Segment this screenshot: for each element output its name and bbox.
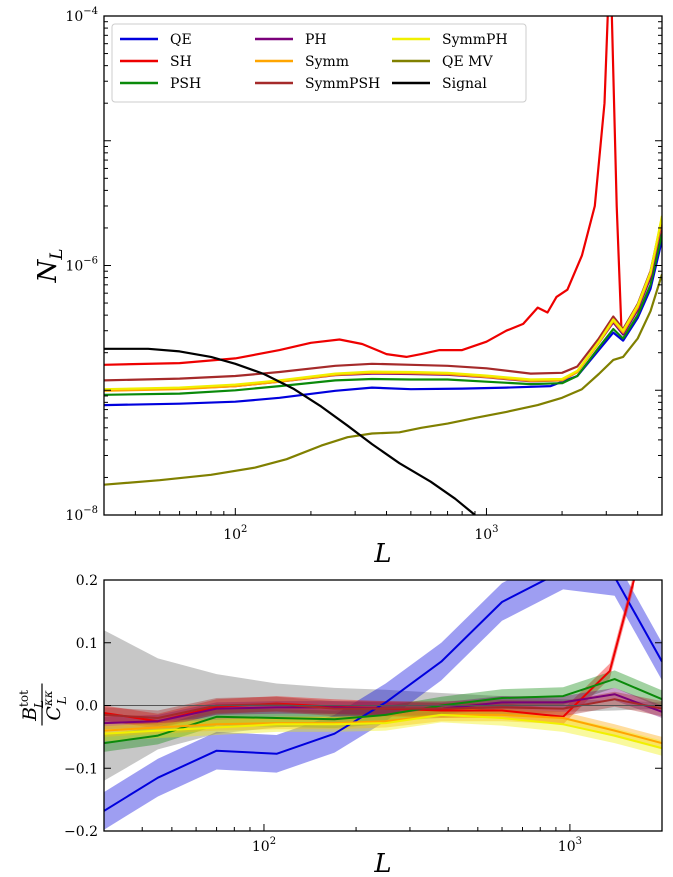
series-line-qe-mv — [104, 273, 662, 486]
legend-label-ph: PH — [305, 32, 327, 48]
bottom-y-label-den-sup: κκ — [41, 690, 55, 707]
series-line-bottom-symm — [104, 713, 662, 745]
legend: QE SH PSH PH Symm SymmPSH SymmPH QE MV Signal — [111, 23, 527, 103]
top-y-axis-label: NL — [33, 248, 67, 283]
bottom-xtick-label-base: 10 — [558, 839, 576, 855]
top-ytick-label-exp: −8 — [83, 505, 98, 516]
top-ytick-label-base: 10 — [65, 508, 83, 524]
series-line-symmpsh — [104, 217, 662, 382]
bottom-y-label-denominator: CκκL — [41, 690, 69, 720]
bottom-xtick-label-base: 10 — [252, 839, 270, 855]
band-sh — [104, 580, 634, 729]
bottom-xtick-label: 103 — [558, 836, 582, 855]
top-ytick-label: 10−6 — [65, 256, 98, 275]
series-line-bottom-qe — [104, 580, 662, 812]
legend-label-psh: PSH — [170, 76, 201, 92]
legend-label-symmph: SymmPH — [442, 32, 508, 48]
noise-curves-chart: 102 10310−810−610−4LNLQESHPSHPHSymmSymmPS… — [33, 6, 663, 569]
series-line-signal — [104, 347, 476, 515]
band-psh — [104, 670, 662, 752]
bottom-y-label-num-sup: tot — [17, 690, 31, 707]
bottom-xtick-label-exp: 2 — [270, 836, 276, 847]
bottom-ytick-label: 0.1 — [76, 636, 98, 652]
top-xtick-label-base: 10 — [474, 527, 492, 543]
bottom-xtick-label-exp: 3 — [576, 836, 582, 847]
top-y-axis-label-sub: L — [47, 248, 67, 260]
series-line-bottom-symmph — [104, 713, 662, 750]
legend-label-signal: Signal — [442, 76, 487, 92]
top-ytick-label-exp: −4 — [83, 6, 98, 17]
top-xtick-label-exp: 3 — [492, 524, 498, 535]
top-series-group — [104, 16, 662, 515]
top-ytick-label: 10−4 — [65, 6, 98, 25]
top-ytick-label-exp: −6 — [83, 256, 98, 267]
bottom-y-label-den-sub: L — [55, 696, 69, 705]
top-xtick-label: 102 — [223, 524, 247, 543]
bottom-xtick-label: 102 — [252, 836, 276, 855]
top-xtick-label-exp: 2 — [241, 524, 247, 535]
legend-label-sh: SH — [170, 54, 192, 70]
bottom-ytick-label: −0.2 — [64, 824, 98, 840]
legend-label-symmpsh: SymmPSH — [305, 76, 380, 92]
series-line-bottom-psh — [104, 678, 662, 745]
series-line-qe — [104, 239, 662, 407]
bottom-ytick-label: 0.2 — [76, 573, 98, 589]
top-ytick-label-base: 10 — [65, 259, 83, 275]
bottom-ytick-label: −0.1 — [64, 761, 98, 777]
bottom-ytick-label: 0.0 — [76, 699, 98, 715]
legend-label-symm: Symm — [305, 54, 349, 70]
series-line-sh — [104, 16, 662, 366]
top-ytick-label-base: 10 — [65, 9, 83, 25]
top-xtick-label: 103 — [474, 524, 498, 543]
band-symm — [104, 708, 662, 750]
bottom-x-axis-label: L — [373, 849, 391, 877]
top-x-axis-label: L — [373, 539, 391, 569]
bottom-series-group — [104, 580, 662, 830]
bottom-y-label-num-sub: L — [32, 700, 46, 709]
top-ytick-label: 10−8 — [65, 505, 98, 524]
legend-label-qe-mv: QE MV — [442, 54, 493, 70]
top-xtick-label-base: 10 — [223, 527, 241, 543]
series-line-symmph — [104, 215, 662, 391]
series-line-psh — [104, 233, 662, 396]
legend-label-qe: QE — [170, 32, 192, 48]
